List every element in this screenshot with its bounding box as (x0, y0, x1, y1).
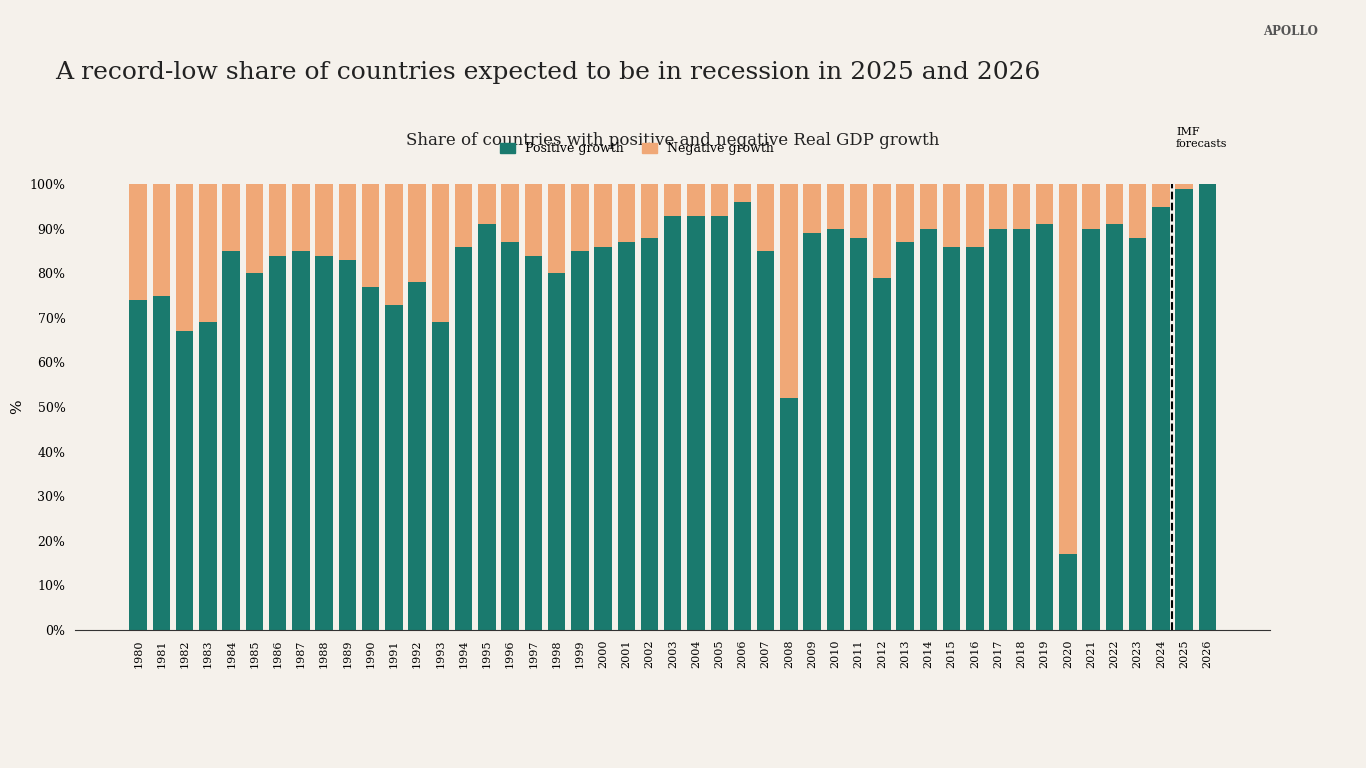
Bar (617, 242, 635, 630)
Bar (478, 184, 496, 224)
Bar (223, 251, 240, 630)
Bar (780, 184, 798, 398)
Bar (1082, 184, 1100, 229)
Bar (1128, 238, 1146, 630)
Bar (223, 184, 240, 251)
Bar (664, 216, 682, 630)
Bar (571, 184, 589, 251)
Bar (408, 283, 426, 630)
Bar (316, 184, 333, 256)
Bar (316, 256, 333, 630)
Bar (989, 229, 1007, 630)
Bar (292, 251, 310, 630)
Bar (548, 273, 566, 630)
Bar (432, 184, 449, 323)
Bar (362, 184, 380, 286)
Bar (826, 229, 844, 630)
Bar (896, 242, 914, 630)
Bar (176, 184, 194, 331)
Bar (548, 184, 566, 273)
Bar (1152, 184, 1169, 207)
Bar (408, 184, 426, 283)
Bar (246, 273, 264, 630)
Bar (966, 184, 984, 247)
Bar (385, 184, 403, 305)
Bar (873, 184, 891, 278)
Bar (1082, 229, 1100, 630)
Bar (687, 184, 705, 216)
Bar (339, 260, 357, 630)
Bar (153, 184, 171, 296)
Bar (734, 202, 751, 630)
Bar (919, 184, 937, 229)
Bar (1012, 184, 1030, 229)
Bar (385, 305, 403, 630)
Bar (199, 323, 217, 630)
Bar (1035, 184, 1053, 224)
Bar (594, 184, 612, 247)
Bar (246, 184, 264, 273)
Bar (501, 184, 519, 242)
Bar (176, 331, 194, 630)
Bar (501, 242, 519, 630)
Text: APOLLO: APOLLO (1264, 25, 1318, 38)
Bar (1059, 184, 1076, 554)
Bar (710, 216, 728, 630)
Bar (943, 184, 960, 247)
Bar (1105, 184, 1123, 224)
Bar (1035, 224, 1053, 630)
Bar (571, 251, 589, 630)
Bar (757, 251, 775, 630)
Bar (850, 184, 867, 238)
Bar (432, 323, 449, 630)
Bar (989, 184, 1007, 229)
Bar (966, 247, 984, 630)
Bar (292, 184, 310, 251)
Y-axis label: %: % (10, 399, 23, 415)
Bar (850, 238, 867, 630)
Bar (478, 224, 496, 630)
Bar (269, 184, 287, 256)
Bar (1198, 184, 1216, 630)
Bar (525, 184, 542, 256)
Bar (130, 300, 148, 630)
Bar (873, 278, 891, 630)
Text: A record-low share of countries expected to be in recession in 2025 and 2026: A record-low share of countries expected… (55, 61, 1040, 84)
Text: IMF
forecasts: IMF forecasts (1176, 127, 1228, 149)
Bar (1012, 229, 1030, 630)
Bar (1175, 184, 1193, 189)
Bar (1175, 189, 1193, 630)
Bar (919, 229, 937, 630)
Bar (617, 184, 635, 242)
Bar (199, 184, 217, 323)
Bar (1105, 224, 1123, 630)
Bar (594, 247, 612, 630)
Bar (710, 184, 728, 216)
Bar (803, 184, 821, 233)
Bar (362, 286, 380, 630)
Bar (1128, 184, 1146, 238)
Bar (641, 184, 658, 238)
Bar (896, 184, 914, 242)
Bar (1059, 554, 1076, 630)
Bar (130, 184, 148, 300)
Bar (153, 296, 171, 630)
Bar (1152, 207, 1169, 630)
Bar (826, 184, 844, 229)
Bar (455, 247, 473, 630)
Bar (641, 238, 658, 630)
Bar (734, 184, 751, 202)
Bar (339, 184, 357, 260)
Bar (455, 184, 473, 247)
Bar (525, 256, 542, 630)
Legend: Positive growth, Negative growth: Positive growth, Negative growth (494, 137, 779, 160)
Bar (780, 398, 798, 630)
Bar (269, 256, 287, 630)
Bar (803, 233, 821, 630)
Bar (943, 247, 960, 630)
Bar (687, 216, 705, 630)
Bar (757, 184, 775, 251)
Title: Share of countries with positive and negative Real GDP growth: Share of countries with positive and neg… (406, 132, 940, 150)
Bar (664, 184, 682, 216)
